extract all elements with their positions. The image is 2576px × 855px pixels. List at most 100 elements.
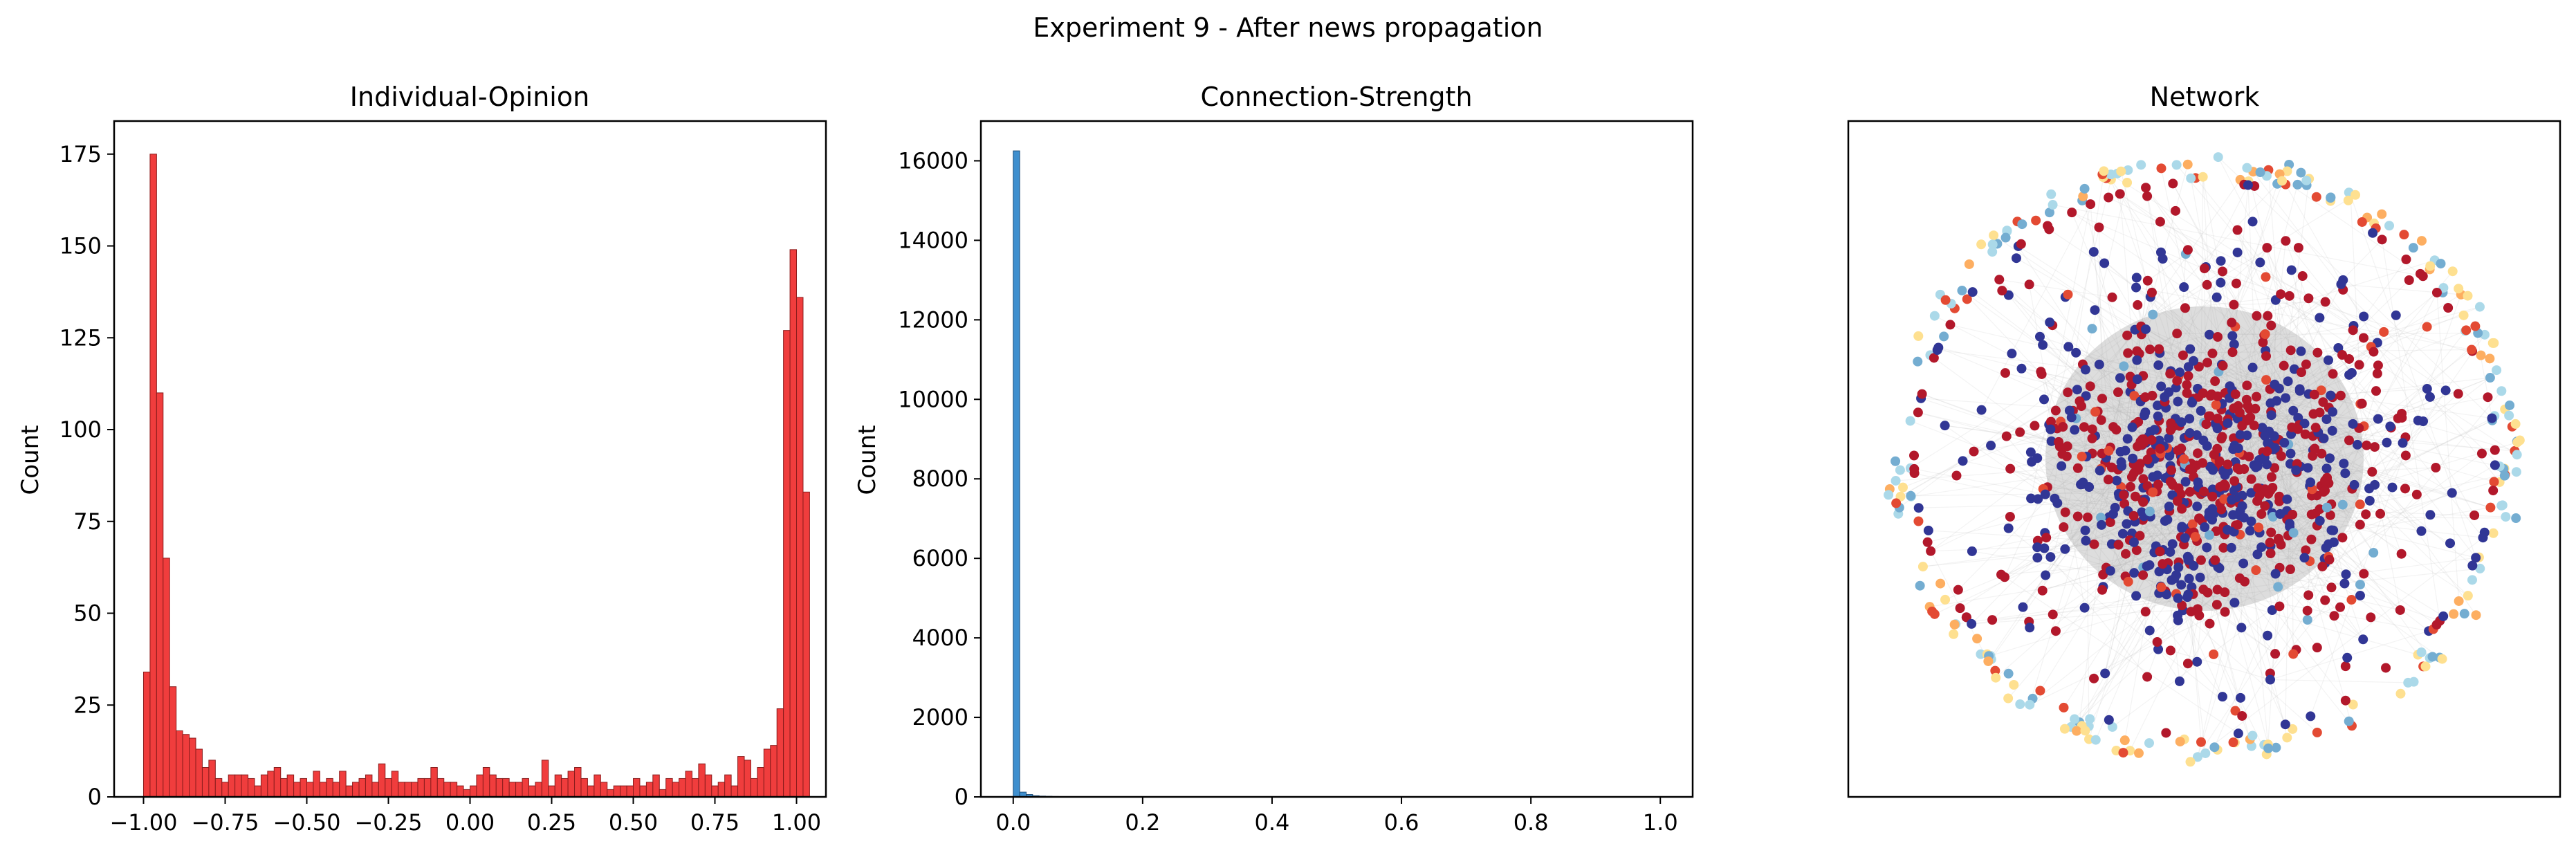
network-node [2089,539,2099,549]
network-edge [1938,347,2201,412]
network-edge [2224,488,2364,640]
histogram-bar [332,782,340,798]
network-node [2039,543,2050,553]
network-node [1951,470,1962,481]
network-node [2326,525,2337,535]
network-node [2140,392,2151,403]
network-node [2362,440,2372,450]
network-edge [2429,396,2501,483]
network-node [2487,338,2498,348]
network-node [2261,272,2271,282]
network-node [2142,191,2153,201]
network-node [2209,649,2219,659]
network-node [2216,434,2227,444]
network-edge [2474,326,2493,419]
network-node [2142,672,2153,682]
network-node [2505,400,2515,410]
network-node [2372,369,2382,379]
network-edge [2350,194,2476,558]
network-node [2214,456,2225,466]
network-node [2156,582,2166,592]
network-node [2317,448,2327,459]
network-node [1906,490,1916,501]
network-node [1927,606,1938,616]
network-edge [2088,486,2171,553]
network-node [2180,477,2191,487]
network-node [2123,576,2133,587]
network-node [2302,615,2312,625]
network-edge [2094,309,2318,648]
network-node [2097,394,2108,404]
network-node [2119,361,2129,371]
network-node [2306,509,2317,520]
network-node [2294,386,2305,396]
histogram-bar [535,782,542,798]
network-node [2427,652,2438,662]
network-node [2138,497,2149,507]
network-node [2231,278,2241,288]
network-node [2270,649,2281,659]
network-node [2142,275,2153,286]
network-node [2319,433,2329,443]
figure-suptitle: Experiment 9 - After news propagation [1033,12,1543,43]
network-node [2099,258,2110,268]
network-node [2207,491,2218,502]
network-node [2499,470,2510,481]
histogram-bar [548,785,555,798]
network-node [2303,293,2314,304]
network-node [2266,527,2276,537]
network-node [2180,533,2190,543]
network-node [1989,230,1999,241]
network-node [1926,546,1936,556]
network-node [1949,629,1959,639]
network-node [2252,392,2262,402]
network-node [2256,542,2267,553]
network-node [2131,591,2142,601]
network-node [2044,208,2054,218]
network-node [2463,291,2473,301]
network-node [1987,239,1998,250]
network-edge [2369,500,2469,596]
network-node [2179,282,2189,293]
histogram-bar [659,789,667,798]
network-node [2227,347,2238,358]
network-node [2205,618,2215,629]
network-node [2454,284,2464,294]
network-node [2373,414,2383,424]
network-node [2177,504,2187,514]
network-node [2379,327,2389,337]
network-node [2158,559,2168,569]
network-node [1940,295,1951,305]
network-edge [2270,390,2502,674]
network-node [2117,528,2128,539]
network-node [2149,425,2160,435]
network-node [1895,465,1905,475]
network-edge [2223,365,2375,448]
network-node [2153,360,2164,370]
network-node [2161,728,2171,738]
network-node [2315,504,2325,515]
network-edge [2164,520,2251,739]
network-node [2131,273,2142,283]
network-node [2136,160,2146,170]
network-node [1913,407,1923,418]
network-node [2220,587,2230,598]
histogram-bar [443,782,451,798]
network-node [2303,590,2314,600]
histogram-bar [645,782,654,798]
network-node [2348,419,2358,429]
histogram-bar [280,778,288,798]
histogram-bar [574,767,582,798]
network-node [2377,209,2387,219]
network-edge [1998,279,2225,485]
network-node [2340,695,2350,706]
network-edge [1911,468,2101,497]
y-tick-label: 25 [73,692,102,718]
histogram-bar [685,771,692,798]
network-node [2119,490,2129,500]
network-node [2072,511,2083,522]
network-node [2255,257,2265,268]
network-node [2011,253,2021,264]
network-node [2134,748,2144,758]
network-node [2031,215,2041,226]
